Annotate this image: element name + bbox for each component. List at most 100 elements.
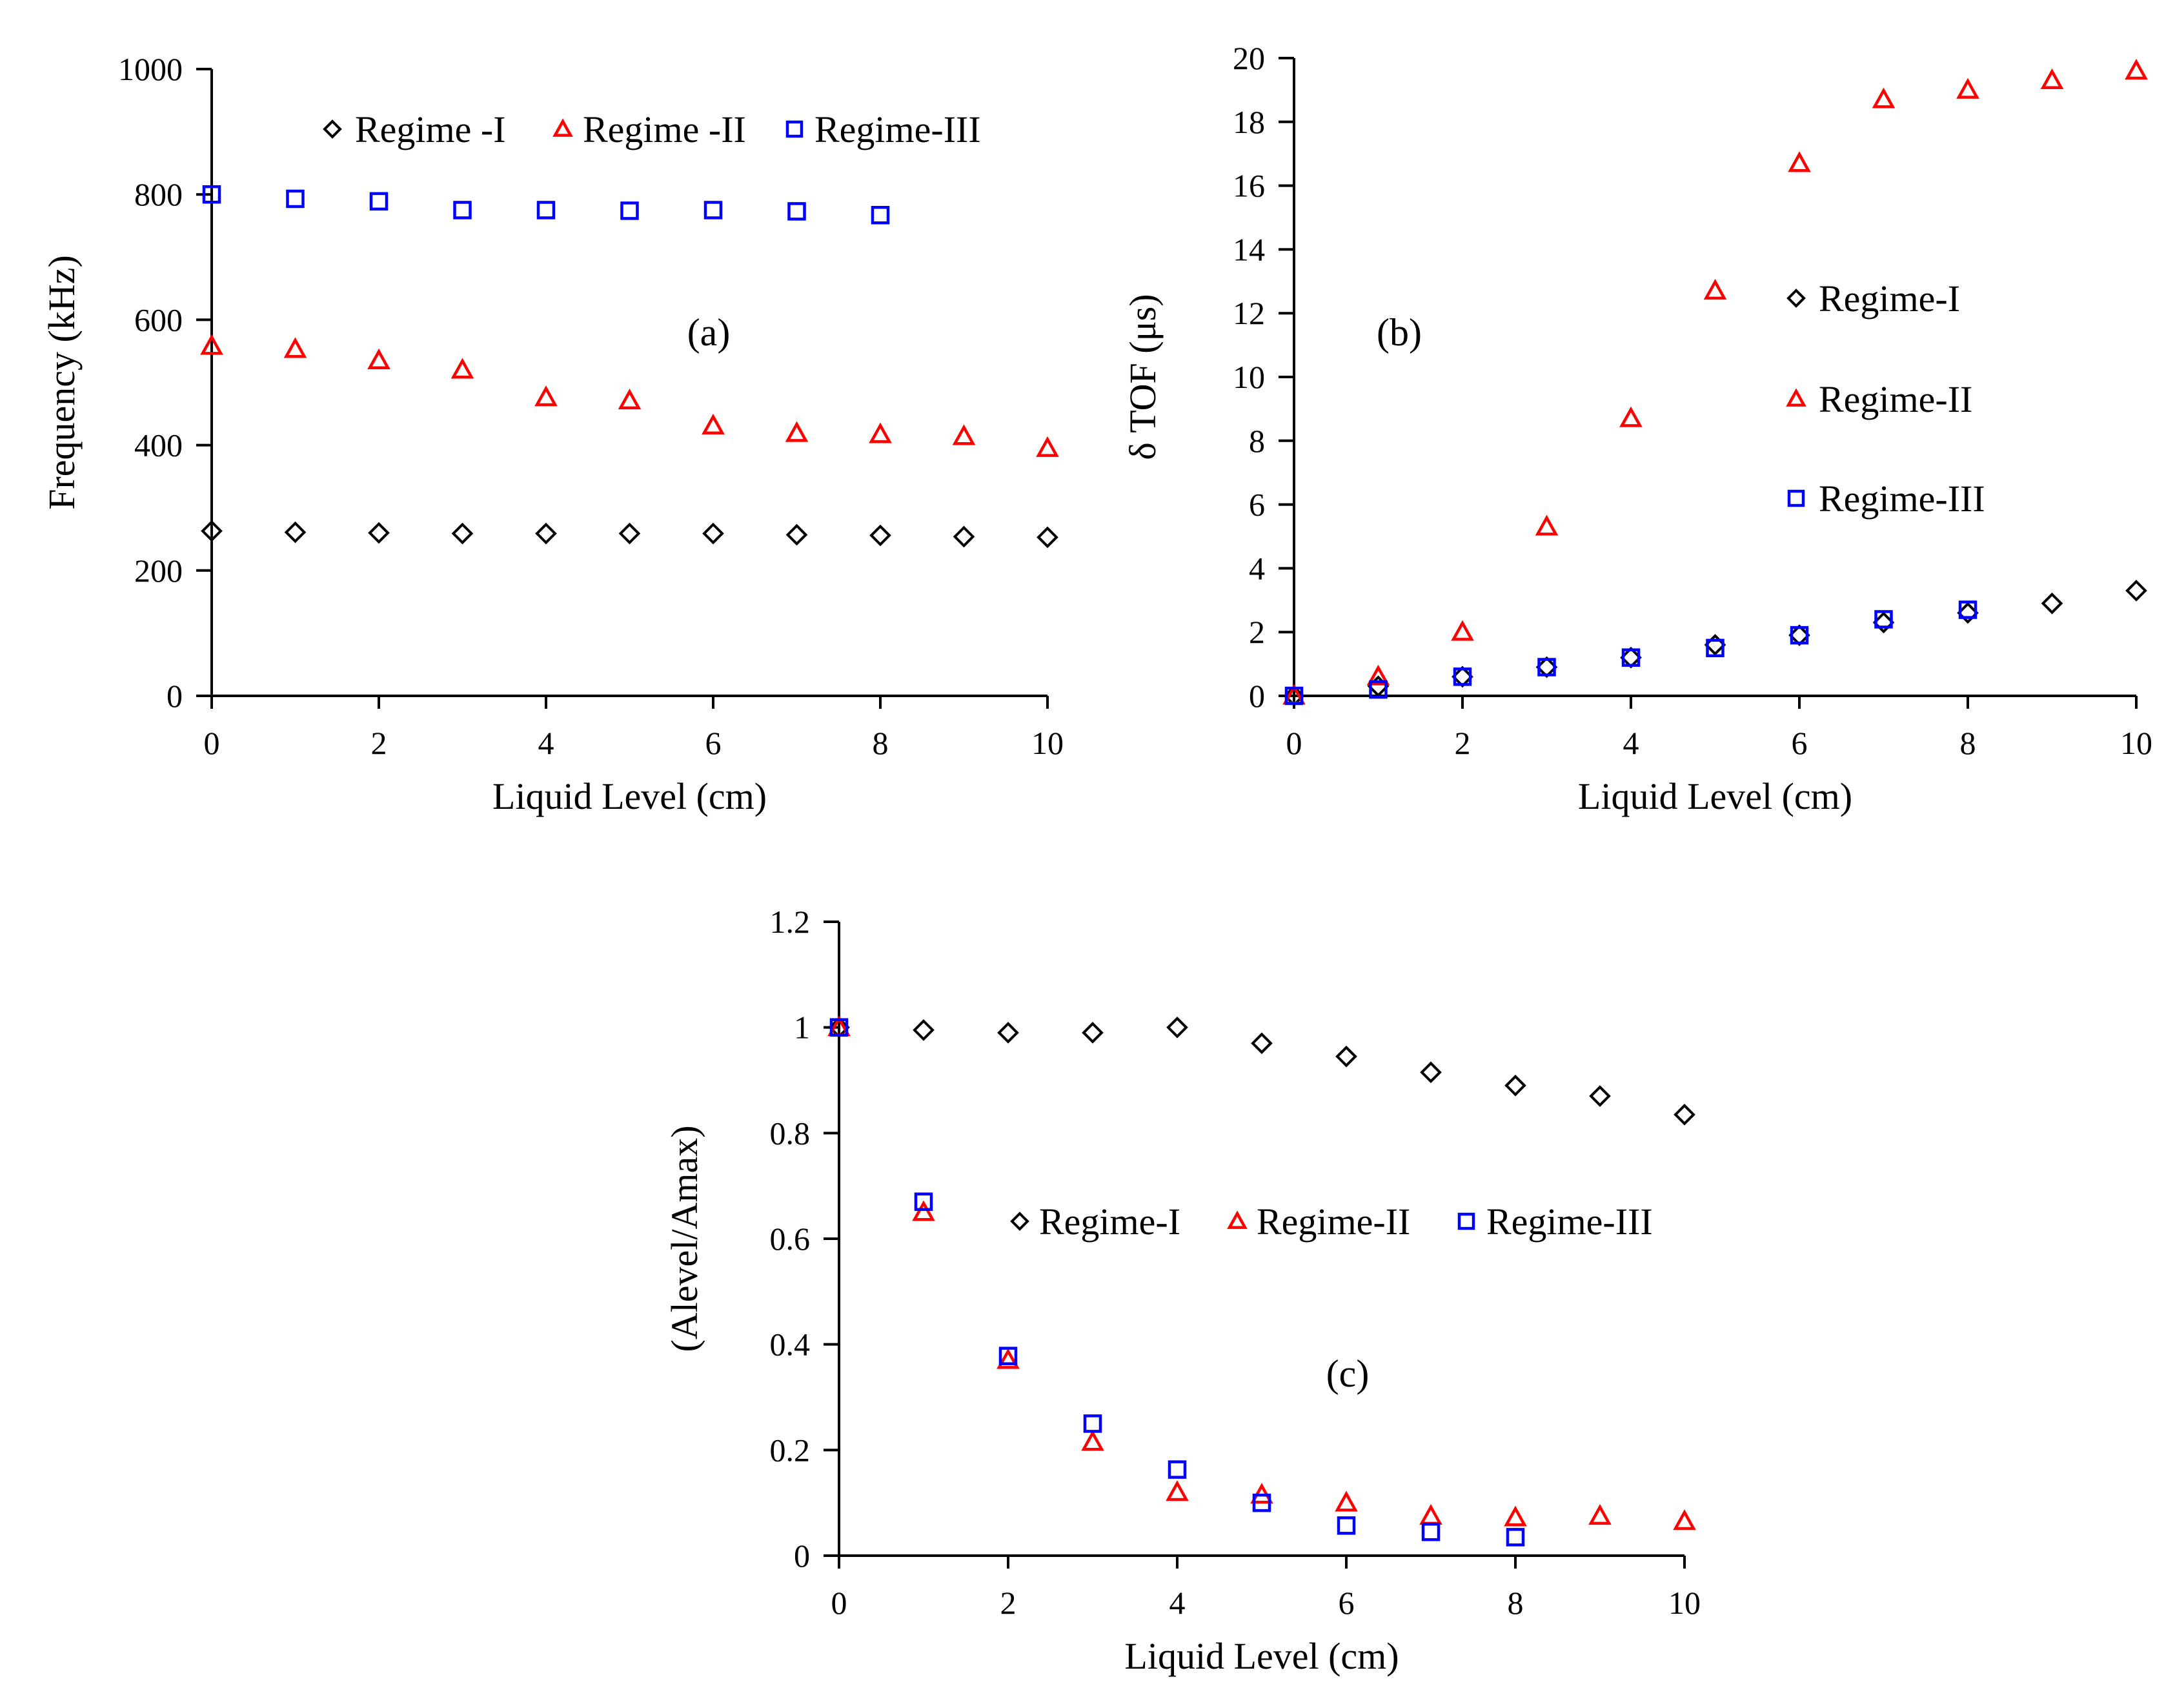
y-axis-label: (Alevel/Amax) [663, 1125, 705, 1352]
x-axis-label: Liquid Level (cm) [492, 775, 767, 817]
y-tick-label: 1.2 [770, 904, 811, 940]
data-point-triangle [450, 358, 474, 379]
chart-panel-b: 0 2 4 6 8 10 12 14 16 18 20 0 2 4 6 8 10 Liquid Level (cm… [1122, 40, 2152, 817]
data-point-square [1421, 1522, 1441, 1541]
data-point-square [1453, 667, 1472, 686]
data-point-square [536, 201, 556, 219]
data-point-diamond [1504, 1074, 1526, 1097]
x-tick-label: 4 [1169, 1585, 1186, 1621]
data-point-diamond [284, 521, 307, 544]
x-tick-label: 4 [538, 725, 554, 761]
data-point-square [1874, 610, 1893, 629]
data-point-diamond [1037, 526, 1058, 549]
panel-label: (c) [1326, 1352, 1370, 1395]
data-point-diamond [1957, 602, 1979, 624]
data-point-triangle [869, 422, 892, 443]
data-point-diamond [2125, 580, 2147, 602]
data-point-triangle [1166, 1480, 1189, 1501]
data-point-diamond [869, 524, 891, 547]
x-tick-label: 2 [1455, 725, 1471, 761]
x-tick-label: 10 [2120, 725, 2152, 761]
data-point-triangle [367, 348, 390, 369]
data-point-triangle [1081, 1430, 1104, 1451]
data-point-diamond [997, 1022, 1019, 1044]
data-point-triangle [1673, 1509, 1696, 1530]
data-point-diamond [785, 524, 808, 546]
data-point-square [1621, 648, 1641, 667]
y-tick-label: 8 [1249, 423, 1265, 459]
x-tick-label: 8 [1960, 725, 1976, 761]
data-point-diamond [1589, 1085, 1611, 1107]
legend-label: Regime-III [1819, 478, 1985, 520]
data-point-diamond [618, 522, 641, 545]
y-tick-label: 0.8 [770, 1115, 811, 1151]
y-tick-label: 10 [1233, 359, 1265, 395]
data-point-triangle [1451, 620, 1474, 641]
data-point-diamond [1335, 1045, 1357, 1068]
x-tick-label: 2 [371, 725, 387, 761]
data-point-square [998, 1347, 1018, 1365]
y-tick-label: 600 [134, 301, 183, 338]
data-point-triangle [996, 1348, 1020, 1369]
x-tick-label: 10 [1031, 725, 1064, 761]
legend-marker-square [785, 120, 804, 138]
data-point-square [914, 1192, 933, 1211]
legend-marker-triangle [552, 118, 573, 137]
y-tick-label: 0.4 [770, 1327, 811, 1363]
data-point-square [1284, 686, 1304, 706]
y-tick-label: 200 [134, 553, 183, 589]
data-point-square [1083, 1414, 1102, 1433]
legend-label: Regime-III [1486, 1201, 1653, 1243]
data-point-triangle [1535, 514, 1559, 536]
data-point-diamond [953, 525, 975, 548]
x-axis-label: Liquid Level (cm) [1124, 1635, 1399, 1677]
y-tick-label: 6 [1249, 487, 1265, 523]
data-point-square [1537, 658, 1556, 676]
data-point-triangle [1419, 1503, 1442, 1525]
y-tick-label: 18 [1233, 104, 1265, 140]
legend-marker-square [1787, 489, 1805, 507]
data-point-diamond [1872, 611, 1895, 634]
y-tick-label: 16 [1233, 168, 1265, 204]
data-point-triangle [1788, 151, 1811, 172]
y-axis-label: δ TOF (μs) [1122, 294, 1164, 460]
data-point-square [1369, 680, 1388, 699]
data-point-diamond [1674, 1103, 1695, 1126]
panel-label: (a) [687, 311, 731, 354]
data-point-square [202, 185, 221, 204]
panel-label: (b) [1377, 311, 1422, 354]
legend-marker-diamond [323, 119, 342, 139]
y-tick-label: 1 [794, 1010, 810, 1046]
x-tick-label: 10 [1668, 1585, 1701, 1621]
data-point-triangle [1872, 87, 1896, 108]
y-tick-label: 400 [134, 427, 183, 463]
data-point-triangle [283, 337, 307, 358]
chart-panel-a: 0 200 400 600 800 1000 0 2 4 6 8 10 Liquid Level (cm… [41, 51, 1064, 817]
data-point-triangle [534, 385, 558, 407]
legend-label: Regime-I [1039, 1201, 1180, 1243]
y-tick-label: 12 [1233, 295, 1265, 331]
x-tick-label: 8 [873, 725, 889, 761]
data-point-square [1790, 625, 1809, 645]
data-point-square [1337, 1516, 1356, 1535]
data-point-triangle [2040, 68, 2064, 90]
data-point-diamond [913, 1019, 935, 1041]
x-tick-label: 0 [831, 1585, 847, 1621]
y-axis-label: Frequency (kHz) [41, 255, 83, 510]
x-tick-label: 0 [204, 725, 220, 761]
legend-marker-triangle [1227, 1210, 1248, 1229]
y-tick-label: 0.2 [770, 1432, 811, 1468]
data-point-square [1506, 1528, 1525, 1547]
data-point-triangle [618, 389, 642, 410]
data-point-square [1168, 1460, 1187, 1479]
data-point-diamond [1082, 1022, 1104, 1044]
data-point-triangle [785, 421, 809, 442]
legend-label: Regime -II [583, 108, 746, 150]
data-point-diamond [368, 522, 390, 544]
x-tick-label: 0 [1286, 725, 1302, 761]
data-point-diamond [1704, 634, 1726, 656]
data-point-square [620, 201, 639, 220]
data-point-diamond [201, 520, 223, 542]
data-point-triangle [952, 424, 976, 445]
x-tick-label: 6 [705, 725, 722, 761]
